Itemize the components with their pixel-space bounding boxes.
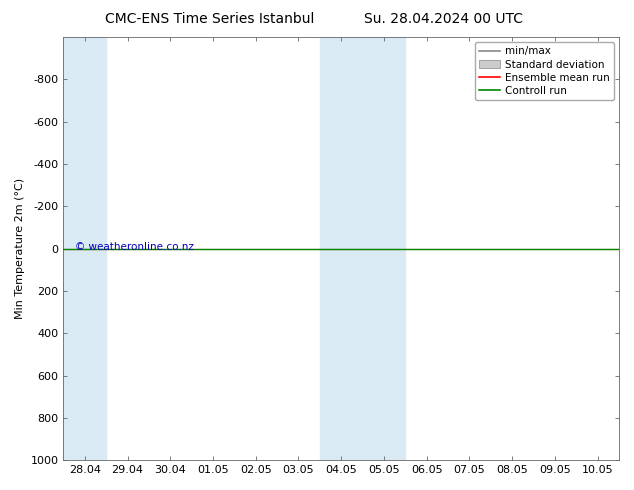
Text: CMC-ENS Time Series Istanbul: CMC-ENS Time Series Istanbul xyxy=(105,12,314,26)
Bar xyxy=(320,37,363,460)
Text: Su. 28.04.2024 00 UTC: Su. 28.04.2024 00 UTC xyxy=(365,12,523,26)
Legend: min/max, Standard deviation, Ensemble mean run, Controll run: min/max, Standard deviation, Ensemble me… xyxy=(475,42,614,100)
Y-axis label: Min Temperature 2m (°C): Min Temperature 2m (°C) xyxy=(15,178,25,319)
Text: © weatheronline.co.nz: © weatheronline.co.nz xyxy=(75,243,193,252)
Bar xyxy=(363,37,405,460)
Bar xyxy=(63,37,106,460)
